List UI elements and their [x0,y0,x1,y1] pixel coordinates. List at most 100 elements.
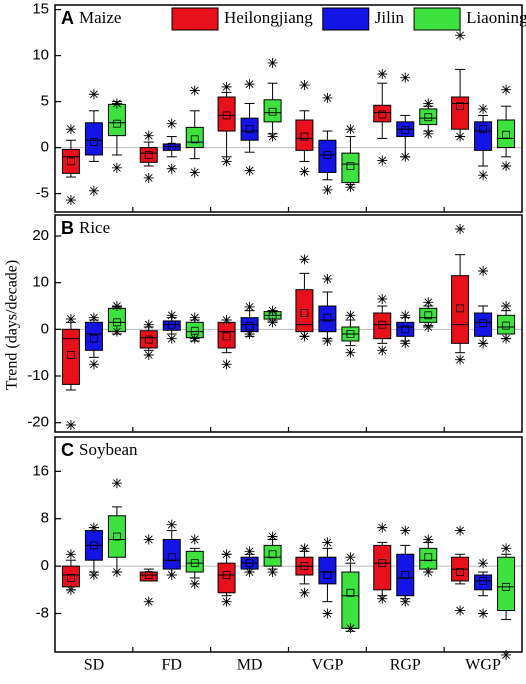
outlier [322,273,333,284]
outlier [299,587,310,598]
outlier [423,534,434,545]
outlier [377,155,388,166]
outlier [111,478,122,489]
mean [424,113,433,122]
outlier [65,124,76,135]
y-axis-label: Trend (days/decade) [4,260,21,390]
outlier [299,254,310,265]
outlier [88,312,99,323]
box [162,320,181,331]
box [318,556,337,585]
mean [456,568,464,576]
y-tick-label: 0 [41,557,49,574]
outlier [88,185,99,196]
mean [401,126,410,135]
outlier [244,329,255,339]
outlier [143,130,154,141]
box [451,96,470,130]
mean [167,320,176,329]
outlier [322,92,333,103]
mean [502,582,510,591]
legend-label: Liaoning [466,8,526,27]
mean [323,151,332,159]
box [419,108,438,126]
box [217,562,236,594]
outlier [166,333,177,344]
box [61,148,80,174]
outlier [377,522,388,533]
outlier [423,297,434,308]
outlier [345,124,356,135]
box [497,314,516,335]
mean [90,138,98,146]
y-tick-label: 20 [32,227,49,244]
outlier [267,317,278,328]
mean [424,553,433,562]
outlier [299,80,310,91]
mean [222,111,231,120]
outlier [111,326,122,337]
mean [113,532,121,541]
mean [67,157,75,166]
outlier [244,546,255,557]
outlier [88,89,99,100]
mean [323,571,332,579]
plot-frame [54,4,523,213]
outlier [65,420,76,430]
y-tick-label: -8 [36,604,49,621]
outlier [299,166,310,177]
outlier [423,98,434,109]
mean [113,119,121,128]
mean [424,311,433,320]
mean [300,132,309,141]
outlier [345,182,356,193]
outlier [143,172,154,183]
mean [346,330,355,338]
outlier [143,319,154,330]
outlier [377,294,388,304]
outlier [267,305,278,316]
x-tick-label: FD [162,657,182,674]
outlier [322,537,333,548]
mean [222,571,231,579]
mean [67,351,75,359]
outlier [88,522,99,533]
mean [502,321,510,330]
outlier [501,543,512,554]
outlier [478,608,489,619]
outlier [377,593,388,604]
outlier [88,359,99,370]
outlier [244,79,255,90]
outlier [221,549,232,560]
outlier [166,310,177,321]
mean [300,562,309,571]
x-tick-label: VGP [311,657,343,674]
box [396,553,415,597]
box [373,544,392,591]
panel-title: Maize [79,8,121,27]
legend-label: Heilongjiang [224,8,313,27]
box [139,330,158,349]
box [263,544,282,567]
mean [144,571,153,579]
legend-swatch [413,7,461,31]
box [497,119,516,149]
mean [268,107,277,116]
box [318,305,337,333]
outlier [65,549,76,560]
panel-label: A [61,8,74,28]
outlier [478,103,489,114]
outlier [478,338,489,349]
box [451,275,470,344]
mean [222,332,231,341]
y-tick-label: 8 [41,510,49,527]
outlier [377,345,388,356]
outlier [455,224,466,234]
outlier [244,567,255,578]
mean [378,320,387,329]
outlier [65,314,76,325]
mean [401,571,410,579]
outlier [65,195,76,206]
outlier [166,570,177,581]
plot-frame [54,214,523,433]
